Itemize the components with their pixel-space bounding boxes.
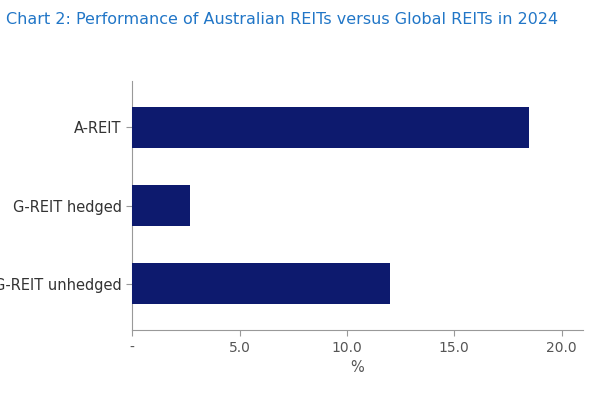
Bar <box>132 107 529 148</box>
Text: Chart 2: Performance of Australian REITs versus Global REITs in 2024: Chart 2: Performance of Australian REITs… <box>6 12 558 27</box>
X-axis label: %: % <box>351 360 364 376</box>
Bar <box>132 185 190 226</box>
Bar <box>132 263 390 304</box>
